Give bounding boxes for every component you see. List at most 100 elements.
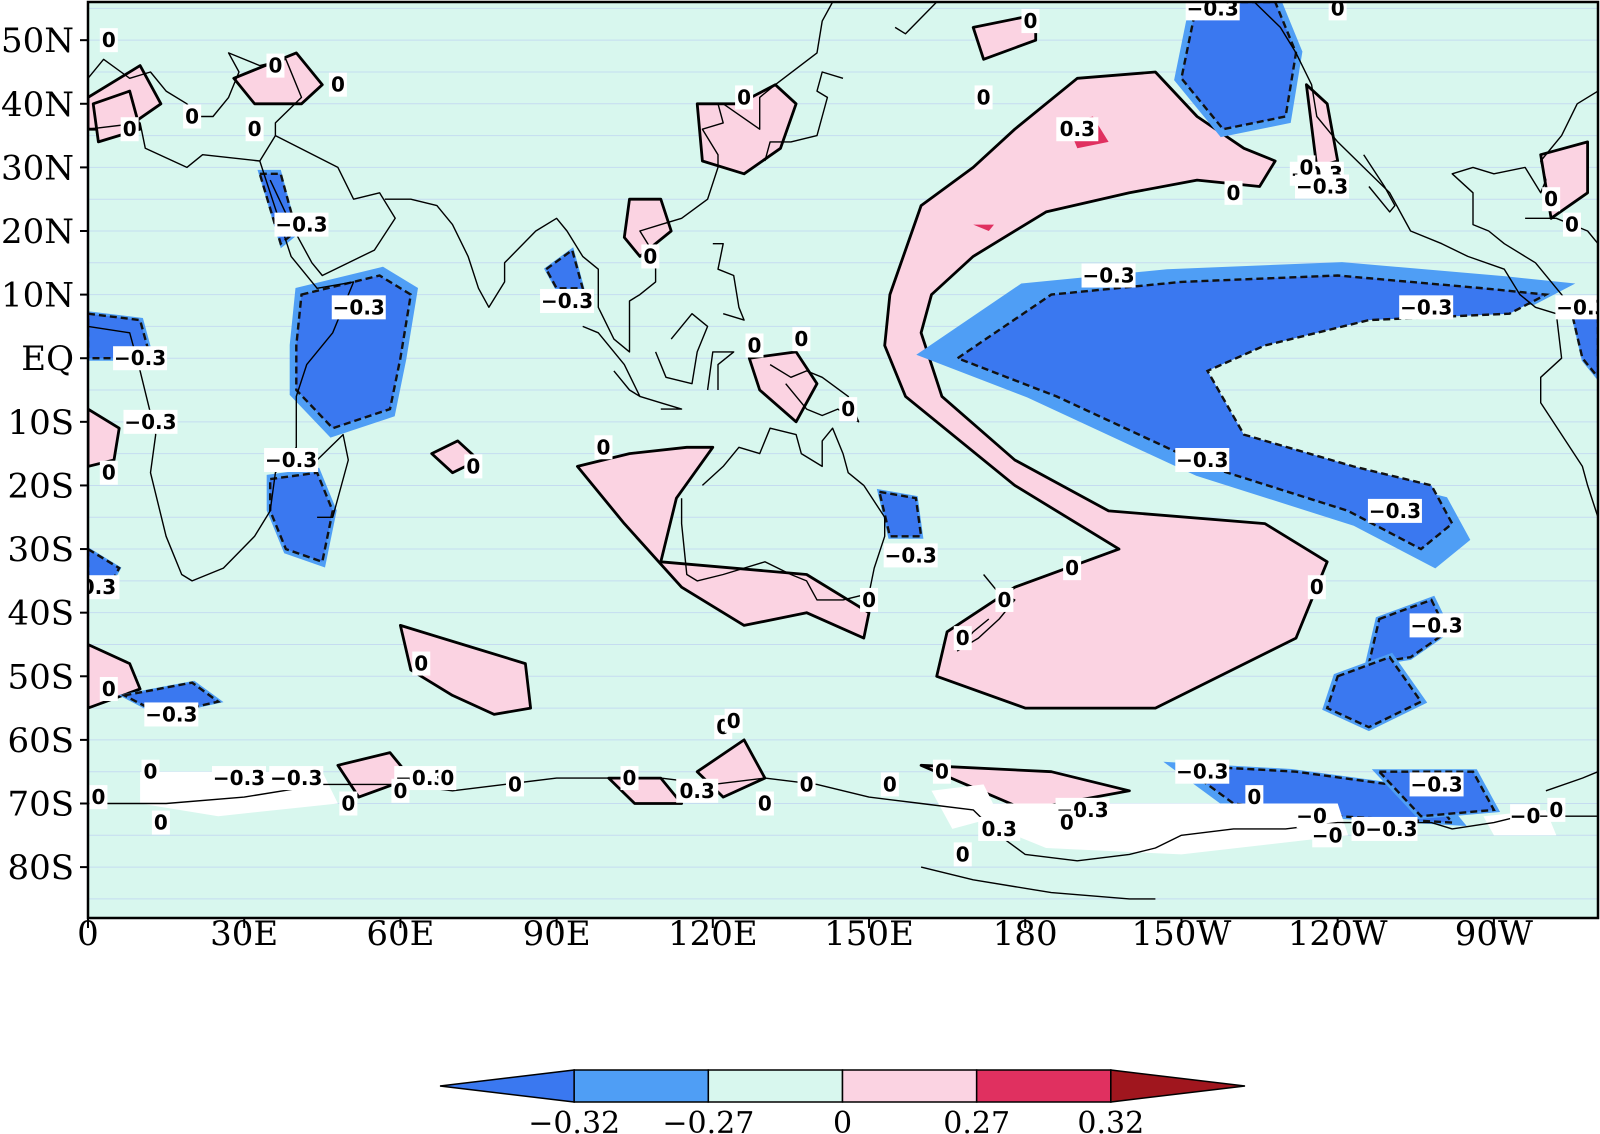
contour-label-bg bbox=[1021, 9, 1040, 34]
asia-south-coast bbox=[384, 103, 739, 353]
x-axis-ticks: 0 30E 60E 90E 120E 150E 180 150W 120W 90W bbox=[77, 914, 1533, 954]
contour-label: 0 bbox=[1247, 785, 1261, 809]
contour-label-bg bbox=[978, 816, 1021, 841]
contour-label: 0 bbox=[248, 117, 262, 141]
contour-label: 0 bbox=[727, 709, 741, 733]
colorbar: −0.32 −0.27 0 0.27 0.32 bbox=[439, 1069, 1246, 1134]
contour-label-bg bbox=[212, 766, 266, 791]
colorbar-label: 0.32 bbox=[1077, 1106, 1144, 1134]
contour-label: −0.3 bbox=[270, 766, 322, 790]
contour-label-bg bbox=[412, 651, 431, 676]
colorbar-label: −0.32 bbox=[528, 1106, 620, 1134]
contour-label-bg bbox=[1562, 212, 1581, 237]
south-pacific-tail bbox=[1325, 655, 1423, 729]
contour-label-bg bbox=[99, 28, 118, 53]
x-tick-label: 120E bbox=[668, 914, 758, 954]
contour-label: −0.3 bbox=[333, 295, 385, 319]
contour-label-bg bbox=[839, 397, 858, 422]
contour-label: −0.3 bbox=[1082, 264, 1134, 288]
contour-label: 0 bbox=[331, 73, 345, 97]
contour-label-bg bbox=[144, 702, 199, 727]
contour-label: 0 bbox=[623, 766, 637, 790]
contour-label-bg bbox=[391, 778, 410, 803]
contour-label-bg bbox=[183, 104, 202, 129]
sulawesi-coast bbox=[706, 351, 735, 391]
contour-label-bg bbox=[151, 810, 170, 835]
contour-label-bg bbox=[1175, 448, 1230, 472]
contour-label-bg bbox=[1224, 180, 1243, 205]
new-guinea-positive bbox=[747, 350, 819, 424]
contour-label-bg bbox=[1328, 2, 1347, 21]
contour-label-bg bbox=[1175, 759, 1230, 784]
contour-label-bg bbox=[1409, 613, 1464, 638]
europe-positive-1 bbox=[232, 51, 324, 106]
contour-label: −0 bbox=[1510, 804, 1541, 828]
y-tick-label: 10N bbox=[1, 276, 74, 316]
contour-label-bg bbox=[1555, 295, 1598, 320]
bay-of-bengal-negative bbox=[544, 248, 585, 290]
north-pacific-spot bbox=[973, 224, 994, 231]
contour-label: −0.3 bbox=[1176, 448, 1228, 472]
africa-coast bbox=[88, 122, 355, 582]
contour-label-bg bbox=[269, 766, 324, 791]
colorbar-label: 0.27 bbox=[943, 1106, 1010, 1134]
contour-label: 0 bbox=[794, 327, 808, 351]
contour-label: 0 bbox=[123, 117, 137, 141]
contour-label: 0 bbox=[748, 334, 762, 358]
contour-label-bg bbox=[328, 72, 347, 97]
contour-label: 0 bbox=[1227, 181, 1241, 205]
x-tick-label: 30E bbox=[210, 914, 278, 954]
contour-label: 0 bbox=[144, 760, 158, 784]
contour-label-bg bbox=[331, 295, 386, 320]
contour-label-bg bbox=[245, 117, 264, 142]
contour-label: 0 bbox=[862, 588, 876, 612]
contour-label-bg bbox=[860, 587, 879, 612]
contour-label: −0.3 bbox=[885, 543, 937, 567]
arabia-coast bbox=[259, 134, 396, 277]
contour-label-bg bbox=[1312, 823, 1343, 848]
colorbar-segment bbox=[573, 1069, 710, 1103]
contour-label: 0 bbox=[935, 760, 949, 784]
contour-label-bg bbox=[735, 85, 754, 110]
y-tick-label: EQ bbox=[21, 339, 74, 379]
contour-label-bg bbox=[123, 409, 178, 434]
contour-label: 0 bbox=[440, 766, 454, 790]
contour-label-bg bbox=[724, 708, 743, 733]
contour-label-bg bbox=[1542, 187, 1561, 212]
philippines-coast bbox=[712, 242, 745, 321]
contour-label-bg bbox=[88, 575, 120, 600]
contour-label-bg bbox=[932, 759, 951, 784]
y-tick-label: 60S bbox=[7, 721, 74, 761]
contour-label-bg bbox=[266, 53, 285, 78]
contour-label: 0.3 bbox=[81, 575, 116, 599]
contour-label: 0 bbox=[643, 244, 657, 268]
contour-label-bg bbox=[594, 435, 613, 460]
y-tick-label: 50N bbox=[1, 21, 74, 61]
x-tick-label: 150E bbox=[824, 914, 914, 954]
alaska-negative bbox=[1180, 2, 1298, 131]
contour-label: 0 bbox=[102, 461, 116, 485]
contour-labels: 0 0 0 0 0 0 −0.3 −0.3 −0.3 −0.3 0 −0.3 0.3 0 −0.3 0 0 −0.… bbox=[81, 0, 1598, 867]
contour-label-bg bbox=[745, 333, 764, 358]
australia-positive bbox=[576, 445, 871, 640]
contour-label: 0 bbox=[102, 28, 116, 52]
contour-label: −0.3 bbox=[1176, 760, 1228, 784]
contour-label-bg bbox=[1056, 117, 1099, 142]
contour-label: 0 bbox=[341, 792, 355, 816]
asia-north-coast bbox=[722, 2, 834, 130]
x-tick-label: 150W bbox=[1132, 914, 1232, 954]
colorbar-label: 0 bbox=[833, 1106, 852, 1134]
y-tick-label: 20S bbox=[7, 466, 74, 506]
colorbar-label: −0.27 bbox=[662, 1106, 754, 1134]
kamchatka-coast bbox=[894, 2, 938, 35]
contour-label-bg bbox=[339, 791, 358, 816]
contour-label: 0 bbox=[1331, 0, 1345, 20]
contour-label: −0.3 bbox=[145, 702, 197, 726]
north-pacific-positive bbox=[883, 70, 1329, 710]
europe-coast bbox=[88, 52, 303, 136]
contour-label: −0.3 bbox=[1369, 499, 1421, 523]
y-tick-label: 50S bbox=[7, 657, 74, 697]
y-tick-label: 30N bbox=[1, 148, 74, 188]
contour-label: 0 bbox=[1299, 155, 1313, 179]
